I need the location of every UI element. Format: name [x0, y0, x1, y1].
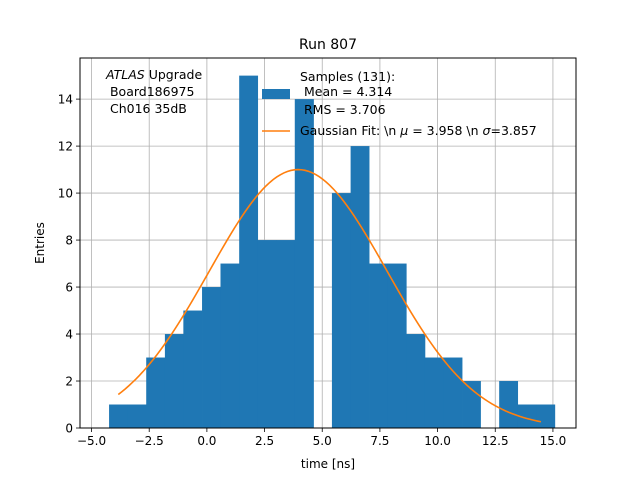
fit-curve-layer — [117, 168, 542, 423]
legend-fit-mu: μ — [399, 123, 408, 138]
histogram-bar-9 — [276, 240, 296, 428]
annotation-line-1: ATLAS Upgrade — [105, 67, 202, 82]
legend-samples-line-2: Mean = 4.314 — [300, 84, 392, 99]
histogram-bar-5 — [202, 287, 221, 428]
x-tick-label-0: −5.0 — [77, 434, 106, 448]
histogram-bar-22 — [517, 404, 537, 428]
histogram-bar-10 — [294, 99, 314, 428]
y-axis-ticks: 0 2 4 6 8 10 12 14 — [58, 93, 80, 436]
histogram-bar-17 — [424, 357, 444, 428]
histogram-bar-21 — [499, 381, 519, 428]
legend-fit-suffix: =3.857 — [490, 123, 536, 138]
histogram-bar-3 — [164, 334, 184, 428]
histogram-bar-2 — [146, 357, 166, 428]
histogram-bar-16 — [406, 334, 426, 428]
y-tick-label-2: 4 — [65, 328, 73, 342]
y-tick-label-1: 2 — [65, 375, 73, 389]
histogram-bar-23 — [536, 404, 556, 428]
histogram-bars — [109, 75, 556, 428]
y-tick-label-3: 6 — [65, 281, 73, 295]
histogram-bar-12 — [331, 193, 352, 428]
atlas-word: ATLAS — [105, 67, 145, 82]
legend-fit-mid: = 3.958 \n — [408, 123, 482, 138]
histogram-bar-14 — [369, 263, 389, 428]
y-tick-label-7: 14 — [58, 93, 73, 107]
y-tick-label-0: 0 — [65, 422, 73, 436]
histogram-bar-1 — [127, 404, 147, 428]
x-tick-label-7: 12.5 — [482, 434, 509, 448]
x-axis-ticks: −5.0 −2.5 0.0 2.5 5.0 7.5 10.0 12.5 15.0 — [77, 428, 566, 448]
x-tick-label-8: 15.0 — [540, 434, 567, 448]
histogram-bar-4 — [183, 310, 203, 428]
axes-frame — [79, 57, 577, 429]
x-tick-label-6: 10.0 — [424, 434, 451, 448]
y-tick-label-5: 10 — [58, 187, 73, 201]
chart-title: Run 807 — [299, 37, 357, 53]
annotation-box: ATLAS Upgrade Board186975 Ch016 35dB — [105, 67, 202, 116]
y-axis-label: Entries — [33, 222, 47, 264]
x-tick-label-4: 5.0 — [313, 434, 332, 448]
x-tick-label-2: 0.0 — [197, 434, 216, 448]
legend-samples-line-1: Samples (131): — [300, 69, 395, 84]
histogram-bar-13 — [350, 146, 370, 428]
annotation-upgrade: Upgrade — [145, 67, 203, 82]
histogram-bar-15 — [387, 263, 407, 428]
gaussian-fit-line — [117, 168, 542, 423]
histogram-bar-19 — [462, 381, 481, 428]
x-tick-label-1: −2.5 — [135, 434, 164, 448]
x-axis-label: time [ns] — [301, 457, 355, 471]
legend-fit-sigma: σ — [483, 123, 492, 138]
x-tick-label-3: 2.5 — [255, 434, 274, 448]
y-tick-label-4: 8 — [65, 234, 73, 248]
y-tick-label-6: 12 — [58, 140, 73, 154]
histogram-bar-8 — [257, 240, 277, 428]
histogram-bar-7 — [239, 75, 259, 428]
histogram-bar-0 — [109, 404, 129, 428]
annotation-line-3: Ch016 35dB — [106, 101, 187, 116]
legend-fit-label: Gaussian Fit: \n μ = 3.958 \n σ=3.857 — [300, 123, 537, 138]
legend-fit-prefix: Gaussian Fit: \n — [300, 123, 400, 138]
histogram-bar-6 — [220, 263, 240, 428]
legend-samples-line-3: RMS = 3.706 — [300, 102, 386, 117]
legend: Samples (131): Mean = 4.314 RMS = 3.706 … — [262, 69, 537, 138]
histogram-bar-18 — [443, 357, 463, 428]
annotation-line-2: Board186975 — [106, 84, 194, 99]
legend-samples-swatch — [262, 89, 290, 99]
x-tick-label-5: 7.5 — [370, 434, 389, 448]
